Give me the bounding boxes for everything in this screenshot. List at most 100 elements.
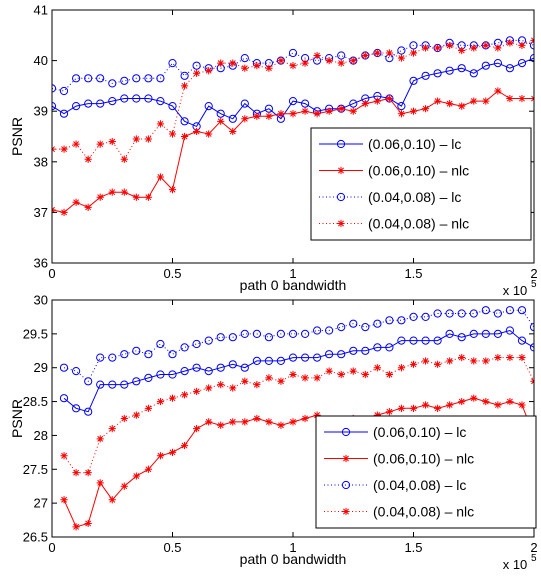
data-point (193, 387, 201, 396)
data-point (264, 104, 273, 113)
data-point (108, 353, 117, 362)
x-axis-multiplier: x 10 5 (503, 279, 537, 298)
y-tick-label: 28 (34, 428, 48, 443)
data-point (229, 59, 237, 67)
data-point (228, 114, 237, 123)
data-point (144, 350, 153, 359)
data-point (132, 193, 140, 201)
data-point (505, 64, 514, 73)
data-point (458, 397, 466, 406)
legend-label: (0.04,0.08) – lc (373, 477, 466, 493)
data-point (457, 64, 466, 73)
data-point (301, 107, 309, 115)
data-point (168, 370, 177, 379)
data-point (229, 384, 237, 392)
x-tick-label: 2 (530, 540, 537, 555)
data-point (506, 94, 514, 103)
data-point (494, 87, 502, 95)
legend-label: (0.04,0.08) – nlc (373, 504, 474, 520)
data-point (156, 120, 165, 128)
chart-panel-1: 0 0.5 1 1.5 2 36 37 38 39 40 41 path 0 bandwidth PSN… (9, 3, 538, 299)
data-point (301, 59, 309, 67)
data-point (289, 418, 297, 426)
data-point (409, 360, 418, 368)
data-point (241, 418, 249, 426)
data-point (156, 397, 165, 406)
data-point (289, 62, 297, 70)
data-point (482, 357, 490, 365)
data-point (180, 343, 189, 352)
series-2 (60, 394, 534, 531)
data-point (277, 377, 285, 385)
data-point (192, 61, 201, 70)
data-point (385, 49, 393, 57)
data-point (482, 41, 490, 50)
data-point (72, 102, 81, 111)
data-point (301, 99, 310, 108)
legend-marker (341, 427, 351, 437)
data-point (265, 64, 273, 72)
legend: (0.06,0.10) – lc (0.06,0.10) – nlc (0.04,0… (315, 415, 537, 529)
data-point (84, 519, 92, 528)
x-multiplier-base: x 10 (503, 283, 528, 298)
data-point (144, 404, 152, 412)
data-point (397, 364, 406, 372)
x-tick-label: 0.5 (163, 266, 181, 281)
data-point (325, 57, 333, 65)
y-tick-label: 29 (34, 360, 48, 375)
data-point (469, 69, 478, 78)
data-point (385, 316, 394, 325)
legend-marker (342, 454, 350, 463)
data-point (349, 57, 357, 65)
data-point (217, 381, 225, 389)
legend-marker (342, 507, 350, 516)
data-point (385, 408, 393, 416)
data-point (409, 76, 418, 85)
data-point (325, 326, 334, 335)
data-point (446, 41, 454, 50)
y-axis-label: PSNR (9, 399, 25, 438)
legend-item-4: (0.04,0.08) – nlc (324, 504, 474, 520)
data-point (252, 329, 261, 338)
x-tick-label: 1.5 (404, 266, 422, 281)
data-point (421, 44, 430, 52)
data-point (228, 333, 237, 342)
data-point (325, 107, 333, 115)
data-point (192, 339, 201, 349)
data-point (216, 363, 225, 372)
data-point (180, 71, 189, 80)
data-point (84, 377, 93, 386)
data-point (120, 94, 129, 103)
data-point (506, 353, 514, 362)
legend-label: (0.04,0.08) – lc (368, 189, 461, 205)
data-point (301, 353, 310, 362)
data-point (434, 44, 442, 52)
data-point (506, 397, 514, 406)
data-point (193, 425, 201, 433)
data-point (482, 397, 490, 406)
data-point (493, 59, 502, 68)
data-point (434, 97, 442, 105)
data-point (313, 374, 321, 382)
data-point (96, 353, 105, 362)
data-point (373, 411, 381, 419)
data-point (493, 309, 502, 318)
legend-box (310, 127, 532, 241)
data-point (529, 343, 534, 352)
data-point (180, 117, 189, 126)
x-multiplier-base: x 10 (503, 557, 528, 572)
data-point (84, 155, 92, 163)
data-point (96, 99, 105, 108)
data-point (397, 102, 406, 111)
data-point (84, 407, 93, 416)
data-point (446, 100, 454, 108)
data-point (180, 391, 189, 399)
data-point (205, 418, 213, 426)
data-point (301, 374, 309, 382)
data-point (445, 309, 454, 318)
data-point (373, 343, 382, 352)
data-point (470, 44, 478, 52)
data-point (470, 394, 478, 402)
data-point (144, 373, 153, 382)
data-point (277, 110, 285, 118)
